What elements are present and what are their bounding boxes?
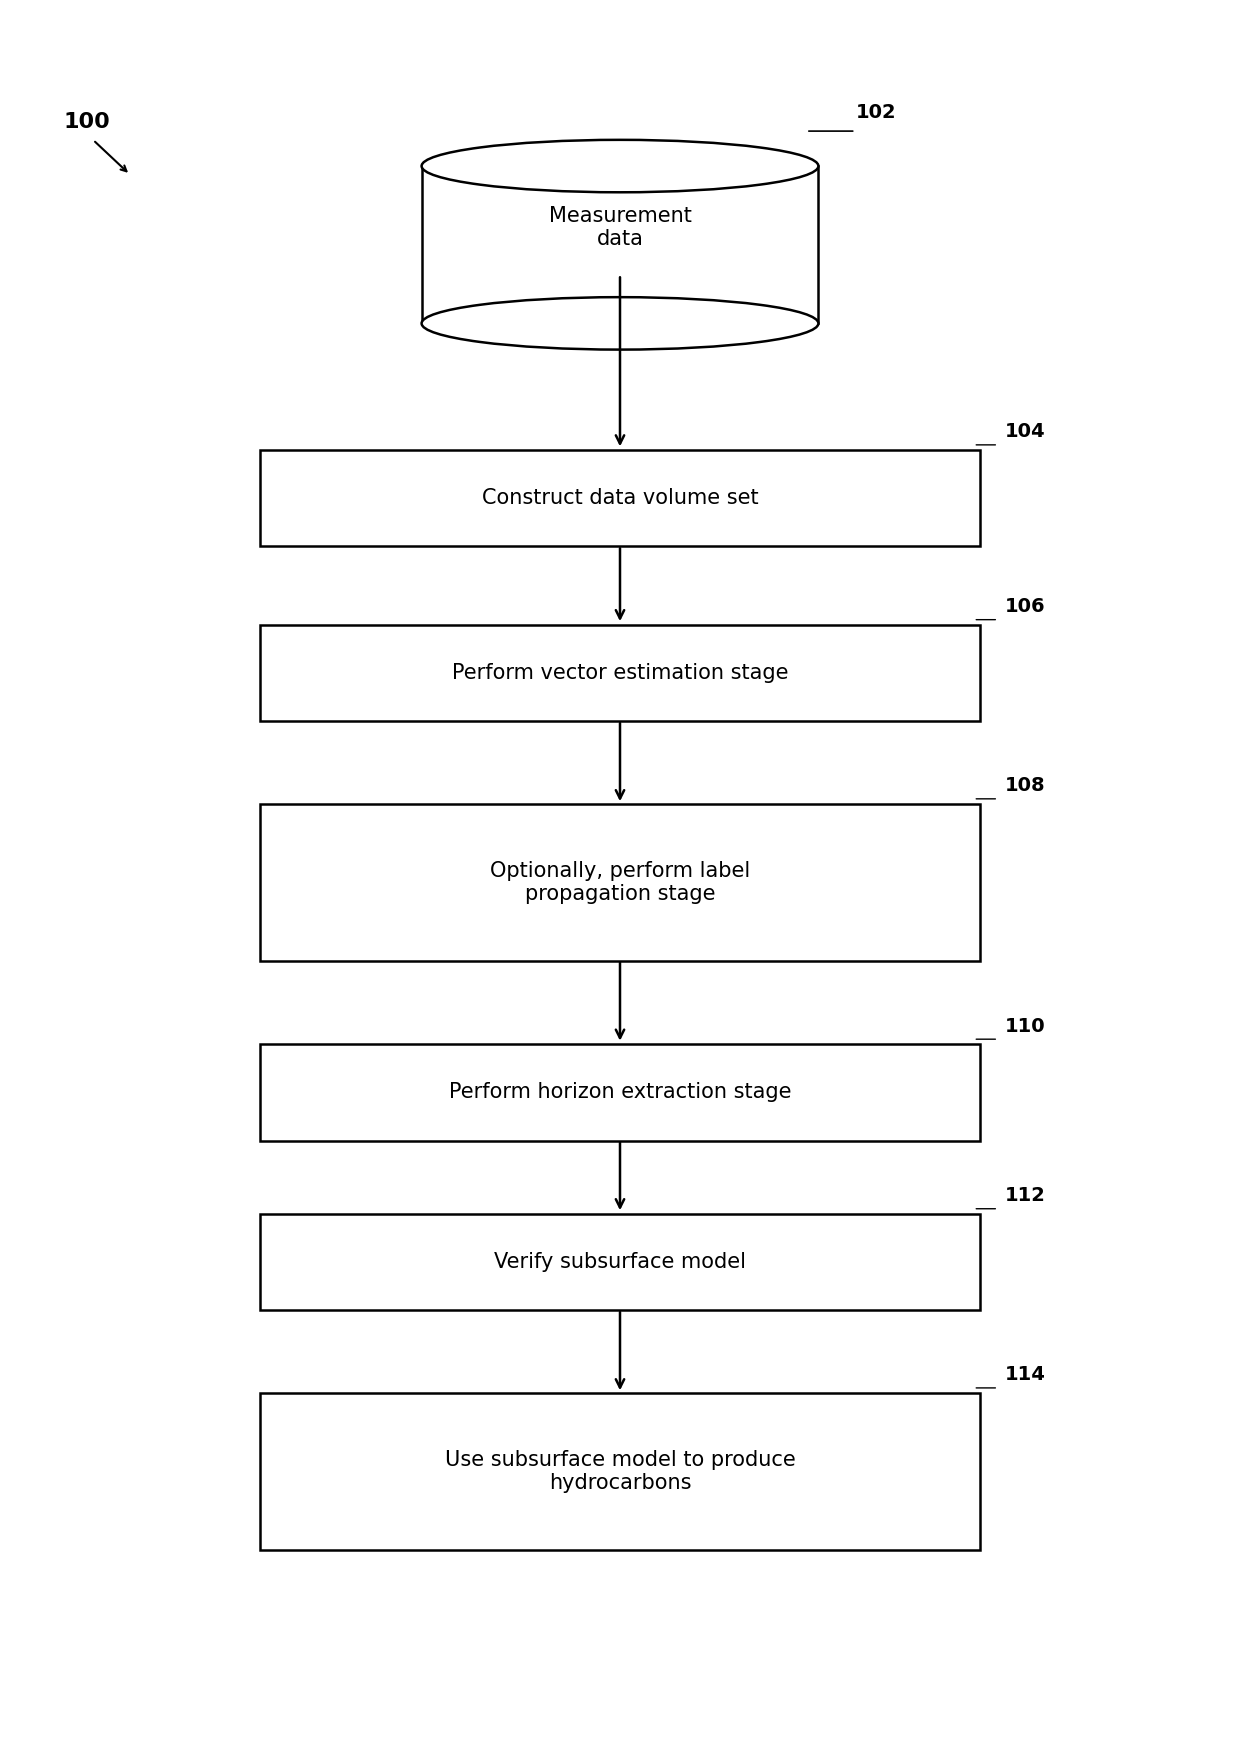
Ellipse shape bbox=[422, 140, 818, 192]
Ellipse shape bbox=[422, 297, 818, 350]
Text: 110: 110 bbox=[1004, 1017, 1045, 1035]
FancyBboxPatch shape bbox=[260, 1213, 980, 1311]
Text: 108: 108 bbox=[1004, 776, 1045, 795]
Text: 112: 112 bbox=[1004, 1187, 1045, 1206]
FancyBboxPatch shape bbox=[260, 1045, 980, 1141]
Text: Perform horizon extraction stage: Perform horizon extraction stage bbox=[449, 1082, 791, 1103]
Text: 100: 100 bbox=[63, 112, 110, 133]
Text: 114: 114 bbox=[1004, 1365, 1045, 1384]
FancyBboxPatch shape bbox=[422, 166, 818, 323]
Text: Optionally, perform label
propagation stage: Optionally, perform label propagation st… bbox=[490, 862, 750, 904]
Text: 102: 102 bbox=[856, 103, 897, 122]
Text: Use subsurface model to produce
hydrocarbons: Use subsurface model to produce hydrocar… bbox=[445, 1451, 795, 1493]
Text: 106: 106 bbox=[1004, 598, 1045, 617]
Text: Measurement
data: Measurement data bbox=[548, 206, 692, 248]
FancyBboxPatch shape bbox=[260, 624, 980, 720]
Text: Verify subsurface model: Verify subsurface model bbox=[494, 1252, 746, 1273]
Text: 104: 104 bbox=[1004, 423, 1045, 442]
FancyBboxPatch shape bbox=[260, 449, 980, 545]
FancyBboxPatch shape bbox=[260, 1393, 980, 1550]
Text: Perform vector estimation stage: Perform vector estimation stage bbox=[451, 662, 789, 683]
FancyBboxPatch shape bbox=[260, 804, 980, 961]
Text: Construct data volume set: Construct data volume set bbox=[481, 488, 759, 509]
